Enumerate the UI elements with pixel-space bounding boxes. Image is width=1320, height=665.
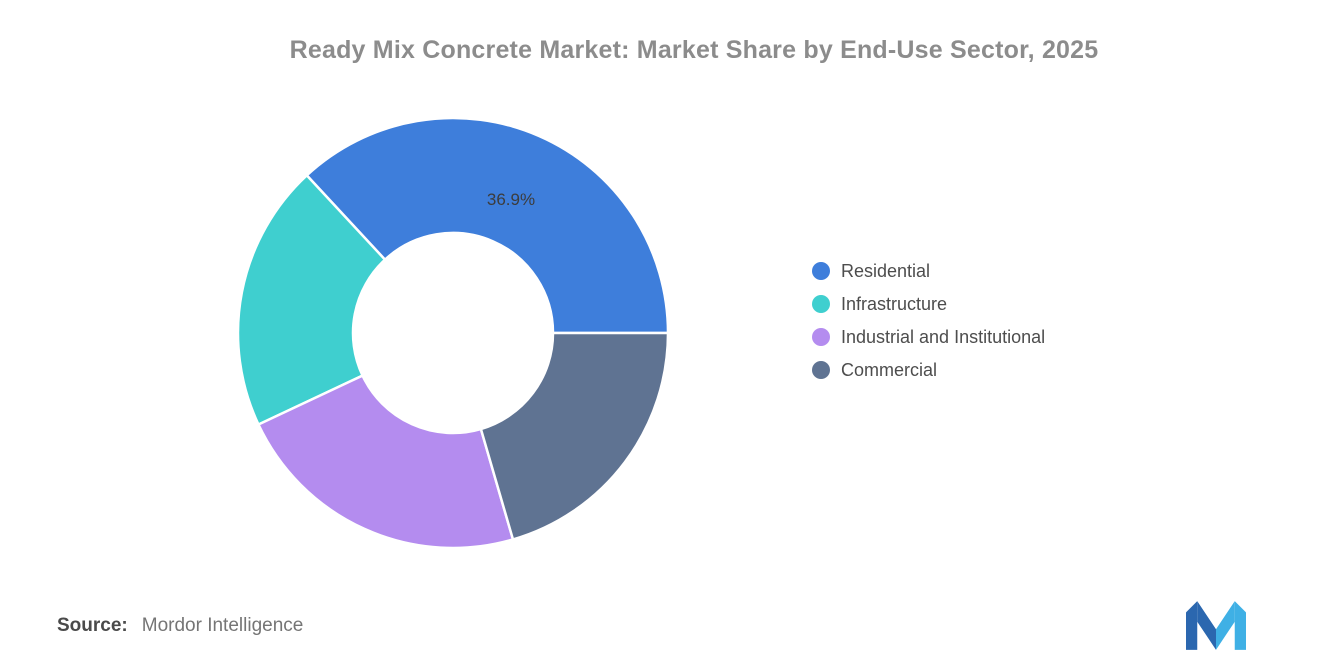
source: Source: Mordor Intelligence — [57, 615, 303, 637]
legend-swatch-infrastructure — [812, 295, 830, 313]
legend-item-industrial-and-institutional[interactable]: Industrial and Institutional — [812, 326, 1045, 348]
legend-item-commercial[interactable]: Commercial — [812, 359, 1045, 381]
slice-data-label: 36.9% — [486, 190, 536, 209]
slice-commercial[interactable] — [479, 331, 670, 542]
slice-industrial-and-institutional[interactable] — [256, 373, 515, 550]
legend-swatch-residential — [812, 262, 830, 280]
page-title: Ready Mix Concrete Market: Market Share … — [289, 36, 1099, 64]
legend-item-residential[interactable]: Residential — [812, 260, 1045, 282]
source-value: Mordor Intelligence — [141, 615, 304, 636]
slice-infrastructure[interactable] — [236, 173, 387, 427]
slice-residential[interactable] — [305, 116, 670, 335]
legend-swatch-industrial-and-institutional — [812, 328, 830, 346]
legend-label-commercial: Commercial — [841, 359, 938, 380]
mordor-intelligence-logo — [1186, 601, 1246, 650]
legend-label-industrial-and-institutional: Industrial and Institutional — [841, 326, 1046, 347]
legend-label-residential: Residential — [841, 260, 931, 281]
legend: Residential Infrastructure Industrial an… — [812, 260, 1045, 381]
legend-label-infrastructure: Infrastructure — [841, 293, 948, 314]
legend-swatch-commercial — [812, 361, 830, 379]
source-label: Source: — [57, 615, 128, 636]
legend-item-infrastructure[interactable]: Infrastructure — [812, 293, 1045, 315]
